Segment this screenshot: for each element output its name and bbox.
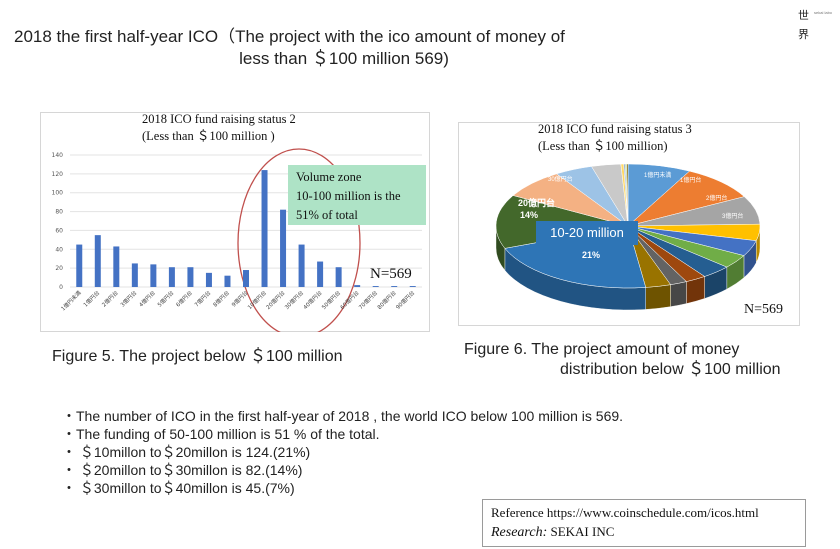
bar-y-tick-label: 20 (55, 265, 63, 272)
figure-6-caption-line-2: distribution below ＄100 million (560, 361, 781, 378)
pie-slice-1 (627, 170, 745, 227)
bar-14 (335, 267, 342, 287)
bar-chart-title-block: 2018 ICO fund raising status 2 (Less tha… (142, 111, 296, 145)
bar-x-tick-label: 90億円台 (394, 288, 417, 311)
bar-chart-bars (76, 170, 416, 287)
research-line: Research: SEKAI INC (491, 524, 805, 541)
bar-x-tick-label: 40億円台 (301, 288, 324, 311)
pie-label-20: 20億円台 (518, 198, 556, 208)
bar-x-tick-label: 20億円台 (264, 288, 287, 311)
bar-x-tick-label: 70億円台 (357, 288, 380, 311)
bar-2 (113, 246, 120, 287)
bar-y-tick-label: 120 (52, 171, 64, 178)
bar-6 (187, 267, 194, 287)
bar-x-tick-label: 7億円台 (193, 288, 213, 308)
bar-15 (354, 285, 361, 287)
bar-0 (76, 244, 83, 287)
bar-18 (409, 286, 416, 287)
bar-11 (280, 209, 287, 287)
annotation-line-1: Volume zone (296, 170, 362, 184)
figure-5-caption: Figure 5. The project below ＄100 million (52, 348, 343, 365)
bar-x-tick-label: 4億円台 (137, 288, 157, 308)
pie-slice-18 (626, 163, 629, 227)
logo-char-1: 世 (798, 9, 809, 22)
bar-chart-y-ticks: 0 20 40 60 80 100 120 140 (52, 152, 64, 291)
bar-4 (150, 264, 157, 287)
bar-y-tick-label: 100 (52, 190, 64, 197)
logo-char-2: 界 (798, 28, 809, 41)
title-line-2: less than ＄100 million 569) (239, 49, 449, 68)
bar-chart-subtitle: (Less than ＄100 million ) (142, 129, 275, 143)
pie-chart (495, 163, 761, 311)
figure-6-caption: Figure 6. The project amount of money di… (464, 340, 824, 380)
pie-label-30: 30億円台 (548, 177, 573, 183)
bar-3 (131, 263, 138, 287)
reference-box: Reference https://www.coinschedule.com/i… (482, 499, 806, 547)
bar-chart-x-ticks: 1億円未満 1億円台 2億円台 3億円台 4億円台 5億円台 6億円台 7億円台 8億円台 9億円… (59, 288, 417, 312)
pie-label-lt1: 1億円未満 (644, 173, 672, 179)
bar-8 (224, 275, 231, 287)
bullet-item: ・ ＄30millon to＄40millon is 45.(7%) (62, 480, 295, 496)
bar-1 (94, 235, 101, 287)
volume-zone-ellipse (237, 148, 361, 332)
logo-tagline: sekai labo (814, 10, 833, 15)
bar-5 (168, 267, 175, 287)
bar-x-tick-label: 30億円台 (283, 288, 306, 311)
bar-y-tick-label: 80 (55, 209, 63, 216)
pie-chart-title: 2018 ICO fund raising status 3 (538, 122, 692, 136)
bullet-item: ・ ＄20millon to＄30millon is 82.(14%) (62, 462, 303, 478)
pie-highlight-label: 10-20 million (536, 221, 638, 245)
pie-highlight-pct: 21% (582, 250, 601, 260)
bar-x-tick-label: 3億円台 (118, 288, 138, 308)
sekai-logo: 世 界 sekai labo (796, 4, 836, 44)
bar-12 (298, 244, 305, 287)
annotation-line-3: 51% of total (296, 208, 358, 222)
pie-side-8 (670, 281, 687, 307)
bullet-item: ・The number of ICO in the first half-yea… (62, 408, 624, 424)
bullet-item: ・ ＄10millon to＄20millon is 124.(21%) (62, 444, 311, 460)
pie-label-2: 2億円台 (706, 196, 728, 202)
pie-chart-subtitle: (Less than ＄100 million) (538, 139, 668, 153)
page-title: 2018 the first half-year ICO（The project… (14, 26, 674, 70)
bar-y-tick-label: 60 (55, 227, 63, 234)
summary-bullets: ・The number of ICO in the first half-yea… (62, 407, 623, 497)
bar-x-tick-label: 1億円未満 (59, 288, 83, 312)
bar-x-tick-label: 50億円台 (320, 288, 343, 311)
pie-chart-n-label: N=569 (744, 302, 784, 317)
pie-side-9 (645, 284, 671, 310)
title-line-1: 2018 the first half-year ICO（The project… (14, 27, 565, 46)
pie-label-1: 1億円台 (680, 178, 702, 184)
bar-x-tick-label: 60億円台 (338, 288, 361, 311)
bar-16 (372, 286, 379, 287)
bar-9 (243, 270, 249, 287)
bar-x-tick-label: 6億円台 (174, 288, 194, 308)
pie-pct-20: 14% (520, 210, 539, 220)
bar-17 (391, 286, 398, 287)
research-label: Research: (491, 525, 548, 540)
bar-chart-title: 2018 ICO fund raising status 2 (142, 112, 296, 126)
bar-x-tick-label: 8億円台 (211, 288, 231, 308)
bar-x-tick-label: 10億円台 (246, 288, 269, 311)
pie-chart-sides (495, 225, 761, 311)
annotation-line-2: 10-100 million is the (296, 189, 401, 203)
bar-y-tick-label: 140 (52, 152, 64, 159)
bar-x-tick-label: 5億円台 (156, 288, 176, 308)
bar-x-tick-label: 2億円台 (100, 288, 120, 308)
bar-y-tick-label: 0 (59, 284, 63, 291)
pie-chart-slices (495, 163, 761, 289)
bar-chart-n-label: N=569 (370, 266, 412, 282)
bullet-item: ・The funding of 50-100 million is 51 % o… (62, 426, 380, 442)
pie-chart-title-block: 2018 ICO fund raising status 3 (Less tha… (538, 121, 692, 155)
research-value: SEKAI INC (550, 524, 615, 539)
bar-13 (317, 261, 324, 287)
bar-7 (205, 272, 212, 287)
reference-line: Reference https://www.coinschedule.com/i… (491, 505, 759, 520)
pie-label-3: 3億円台 (722, 214, 744, 220)
bar-x-tick-label: 1億円台 (81, 288, 101, 308)
bar-10 (261, 170, 268, 287)
bar-y-tick-label: 40 (55, 246, 63, 253)
figure-6-caption-line-1: Figure 6. The project amount of money (464, 341, 740, 358)
volume-zone-annotation: Volume zone 10-100 million is the 51% of… (288, 165, 426, 225)
bar-x-tick-label: 80億円台 (375, 288, 398, 311)
